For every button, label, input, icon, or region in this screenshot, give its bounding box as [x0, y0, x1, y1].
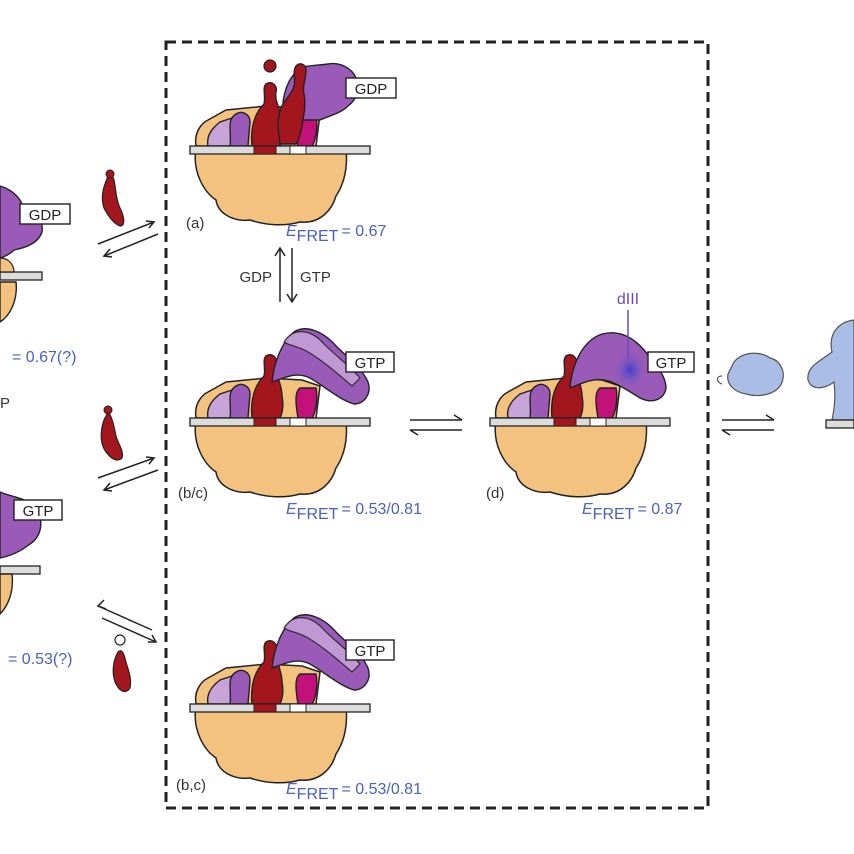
left-fret-top: = 0.67(?) — [12, 349, 76, 366]
transition-gdp-label: GDP — [239, 269, 272, 286]
gdp-tag-a — [345, 77, 397, 99]
dashed-frame — [164, 40, 710, 810]
exchange-arrows-2 — [97, 456, 159, 492]
gtp-tag-d-text: GTP — [656, 355, 687, 372]
state-bc-2-label: (b,c) — [176, 777, 206, 794]
gdp-tag-left — [19, 203, 71, 225]
ribosome-state-bc-1 — [189, 328, 371, 498]
fret-d: EFRET = 0.87 — [582, 501, 682, 523]
gtp-tag-bc-2-text: GTP — [355, 643, 386, 660]
ribosome-state-bc-2 — [189, 614, 371, 784]
exchange-arrows-vertical — [274, 246, 298, 304]
state-a-label: (a) — [186, 215, 204, 232]
exchange-arrows-1 — [97, 220, 159, 258]
left-cut-text: P — [0, 395, 10, 412]
diii-label: dIII — [617, 291, 639, 308]
fret-bc-1: EFRET = 0.53/0.81 — [286, 501, 422, 523]
ribosome-state-d — [489, 332, 671, 498]
state-bc-1-label: (b/c) — [178, 485, 208, 502]
equilibrium-d-right — [721, 414, 775, 436]
state-d-label: (d) — [486, 485, 504, 502]
trna-fragment-2 — [100, 410, 123, 461]
gtp-tag-left-text: GTP — [23, 503, 54, 520]
efg-released — [716, 352, 784, 397]
ribosome-state-a — [189, 59, 371, 226]
gtp-tag-bc-1-text: GTP — [355, 355, 386, 372]
left-fret-bottom: = 0.53(?) — [8, 651, 72, 668]
efg-bound-cropped — [807, 319, 854, 429]
trna-fragment-3 — [112, 650, 132, 693]
gdp-tag-left-text: GDP — [29, 207, 62, 224]
gtp-tag-d — [647, 351, 695, 373]
trna-fragment-1 — [101, 173, 125, 227]
gdp-tag-a-text: GDP — [355, 81, 388, 98]
gtp-tag-bc-1 — [345, 351, 395, 373]
transition-gtp-label: GTP — [300, 269, 331, 286]
diii-highlight — [614, 352, 646, 388]
exchange-arrows-3 — [96, 599, 158, 643]
fret-bc-2: EFRET = 0.53/0.81 — [286, 781, 422, 803]
gtp-tag-left — [13, 499, 63, 521]
gtp-tag-bc-2 — [345, 639, 395, 661]
fret-a: EFRET = 0.67 — [286, 223, 386, 245]
equilibrium-bc-d — [409, 414, 463, 436]
